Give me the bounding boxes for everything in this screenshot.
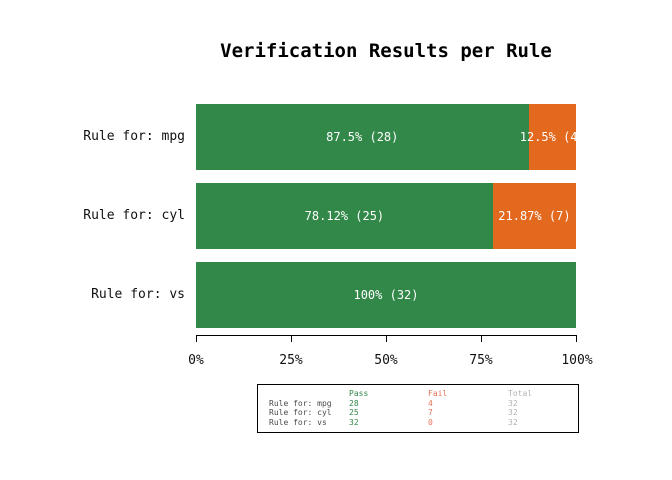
pass-segment bbox=[196, 183, 493, 249]
x-tick-label-50: 50% bbox=[374, 353, 398, 368]
pass-segment-label: 78.12% (25) bbox=[304, 209, 385, 223]
row-name: Rule for: cyl bbox=[269, 408, 332, 418]
fail-segment-label: 12.5% (4) bbox=[519, 130, 576, 144]
header-fail: Fail bbox=[428, 389, 448, 398]
table-row: Rule for: mpg 28 4 32 bbox=[269, 399, 578, 409]
total-value: 32 bbox=[508, 398, 518, 408]
fail-value: 7 bbox=[428, 408, 433, 418]
category-label-vs: Rule for: vs bbox=[91, 287, 185, 302]
x-axis-line bbox=[196, 335, 577, 336]
fail-value: 0 bbox=[428, 417, 433, 427]
category-label-cyl: Rule for: cyl bbox=[83, 208, 185, 223]
fail-segment-label: 21.87% (7) bbox=[498, 209, 571, 223]
category-label-mpg: Rule for: mpg bbox=[83, 129, 185, 144]
total-value: 32 bbox=[508, 408, 518, 418]
row-name: Rule for: mpg bbox=[269, 398, 332, 408]
x-tick-label-25: 25% bbox=[279, 353, 303, 368]
pass-segment bbox=[196, 262, 576, 328]
pass-segment bbox=[196, 104, 529, 170]
pass-value: 28 bbox=[349, 398, 359, 408]
x-axis-tick bbox=[481, 336, 482, 342]
x-axis-tick bbox=[291, 336, 292, 342]
total-value: 32 bbox=[508, 417, 518, 427]
summary-table-header-row: Pass Fail Total bbox=[269, 389, 578, 399]
x-tick-label-75: 75% bbox=[469, 353, 493, 368]
header-total: Total bbox=[508, 389, 533, 398]
x-axis-tick bbox=[196, 336, 197, 342]
x-axis-tick bbox=[386, 336, 387, 342]
table-row: Rule for: vs 32 0 32 bbox=[269, 418, 578, 428]
table-row: Rule for: cyl 25 7 32 bbox=[269, 408, 578, 418]
pass-value: 32 bbox=[349, 417, 359, 427]
pass-segment-label: 87.5% (28) bbox=[326, 130, 399, 144]
fail-segment bbox=[528, 104, 576, 170]
header-name bbox=[269, 389, 349, 399]
bar-rule-cyl: 78.12% (25) 21.87% (7) bbox=[196, 183, 576, 249]
bar-rule-mpg: 87.5% (28) 12.5% (4) bbox=[196, 104, 576, 170]
x-tick-label-0: 0% bbox=[188, 353, 204, 368]
fail-segment bbox=[492, 183, 576, 249]
pass-segment-label: 100% (32) bbox=[353, 288, 419, 302]
bar-rule-vs: 100% (32) bbox=[196, 262, 576, 328]
x-axis-tick bbox=[576, 336, 577, 342]
row-name: Rule for: vs bbox=[269, 417, 327, 427]
pass-value: 25 bbox=[349, 408, 359, 418]
summary-table: Pass Fail Total Rule for: mpg 28 4 32 Ru… bbox=[257, 384, 579, 433]
x-tick-label-100: 100% bbox=[561, 353, 593, 368]
chart-title: Verification Results per Rule bbox=[220, 40, 552, 62]
fail-value: 4 bbox=[428, 398, 433, 408]
header-pass: Pass bbox=[349, 389, 369, 398]
